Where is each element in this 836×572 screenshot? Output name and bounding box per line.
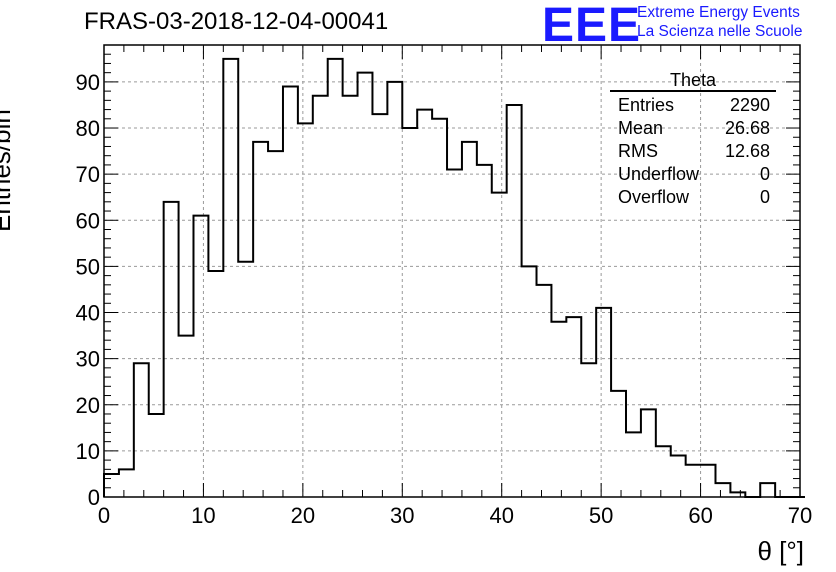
histogram-bin [522, 266, 537, 497]
y-axis-label-wrap: Entries/bin [0, 40, 40, 232]
x-tick-label: 70 [788, 503, 812, 528]
y-tick-label: 0 [88, 485, 100, 510]
histogram-bin [208, 271, 223, 497]
histogram-bin [358, 73, 373, 497]
x-tick-label: 10 [191, 503, 215, 528]
stats-row-entries: Entries 2290 [610, 94, 776, 117]
y-tick-label: 30 [76, 347, 100, 372]
x-tick-label: 50 [589, 503, 613, 528]
histogram-bin [641, 409, 656, 497]
histogram-bin [298, 123, 313, 497]
y-tick-label: 80 [76, 116, 100, 141]
x-tick-label: 60 [688, 503, 712, 528]
stats-header: Theta [669, 70, 717, 90]
histogram-bin [626, 432, 641, 497]
stats-row-rms: RMS 12.68 [610, 140, 776, 163]
histogram-bin [566, 317, 581, 497]
histogram-bin [701, 465, 716, 497]
tick-labels: 0 10 20 30 40 50 60 70 0 10 20 30 40 50 60 70 80 90 [76, 70, 813, 528]
stats-value: 0 [759, 187, 770, 207]
grid-lines [104, 45, 800, 497]
histogram-bin [715, 483, 730, 497]
y-tick-label: 60 [76, 208, 100, 233]
histogram-bin [343, 96, 358, 497]
histogram-bin [760, 483, 775, 497]
histogram-bin [134, 363, 149, 497]
stats-value: 0 [759, 164, 770, 184]
stats-label: RMS [618, 141, 658, 161]
x-axis-label: θ [°] [757, 536, 804, 566]
histogram-bin [149, 414, 164, 497]
histogram-bin [283, 87, 298, 497]
histogram-bin [477, 165, 492, 497]
stats-row-mean: Mean 26.68 [610, 117, 776, 140]
stats-label: Mean [618, 118, 664, 138]
histogram-bin [193, 216, 208, 497]
histogram-bin [551, 322, 566, 497]
stats-box: Theta Entries 2290 Mean 26.68 RMS 12.68 … [610, 70, 776, 209]
histogram-bin [223, 59, 238, 497]
y-tick-label: 70 [76, 162, 100, 187]
y-axis-label: Entries/bin [0, 109, 16, 232]
histogram-bin [432, 119, 447, 497]
y-tick-label: 40 [76, 301, 100, 326]
histogram-bin [253, 142, 268, 497]
x-tick-label: 40 [489, 503, 513, 528]
histogram-bin [238, 262, 253, 497]
y-tick-label: 20 [76, 393, 100, 418]
stats-value: 2290 [729, 95, 770, 115]
histogram-outline [103, 57, 805, 498]
histogram-bin [179, 336, 194, 497]
stats-row-overflow: Overflow 0 [610, 186, 776, 209]
histogram-bin [104, 474, 119, 497]
histogram-bin [313, 96, 328, 497]
stats-label: Underflow [618, 164, 700, 184]
eee-line-1: Extreme Energy Events [637, 4, 800, 21]
histogram-bin [507, 105, 522, 497]
histogram-bin [596, 308, 611, 497]
x-tick-label: 0 [98, 503, 110, 528]
histogram-bin [656, 446, 671, 497]
x-tick-label: 20 [291, 503, 315, 528]
y-tick-label: 10 [76, 439, 100, 464]
stats-row-underflow: Underflow 0 [610, 163, 776, 186]
histogram-bin [581, 363, 596, 497]
histogram-bin [402, 128, 417, 497]
histogram-bin [164, 202, 179, 497]
histogram-bin [268, 151, 283, 497]
stats-value: 26.68 [724, 118, 770, 138]
stats-divider [610, 90, 776, 92]
eee-logo-text: Extreme Energy Events La Scienza nelle S… [637, 3, 802, 41]
stats-label: Entries [618, 95, 675, 115]
y-tick-label: 50 [76, 254, 100, 279]
histogram-bin [537, 285, 552, 497]
y-tick-label: 90 [76, 70, 100, 95]
histogram-bin [372, 114, 387, 497]
x-tick-label: 30 [390, 503, 414, 528]
histogram-bin [671, 455, 686, 497]
stats-value: 12.68 [724, 141, 770, 161]
histogram-bin [462, 142, 477, 497]
axis-ticks [103, 44, 801, 498]
eee-logo-letters: EEE [542, 0, 642, 52]
histogram-bars [103, 57, 805, 498]
histogram-bin [387, 82, 402, 497]
plot-frame [103, 44, 801, 498]
histogram-bin [328, 59, 343, 497]
histogram-bin [417, 110, 432, 497]
histogram-bin [686, 465, 701, 497]
plot-title: FRAS-03-2018-12-04-00041 [84, 8, 389, 35]
histogram-bin [492, 193, 507, 497]
eee-logo: EEE [542, 0, 641, 53]
histogram-bin [119, 469, 134, 497]
histogram-bin [611, 391, 626, 497]
stats-label: Overflow [618, 187, 690, 207]
eee-line-2: La Scienza nelle Scuole [637, 23, 803, 40]
histogram-bin [447, 170, 462, 497]
